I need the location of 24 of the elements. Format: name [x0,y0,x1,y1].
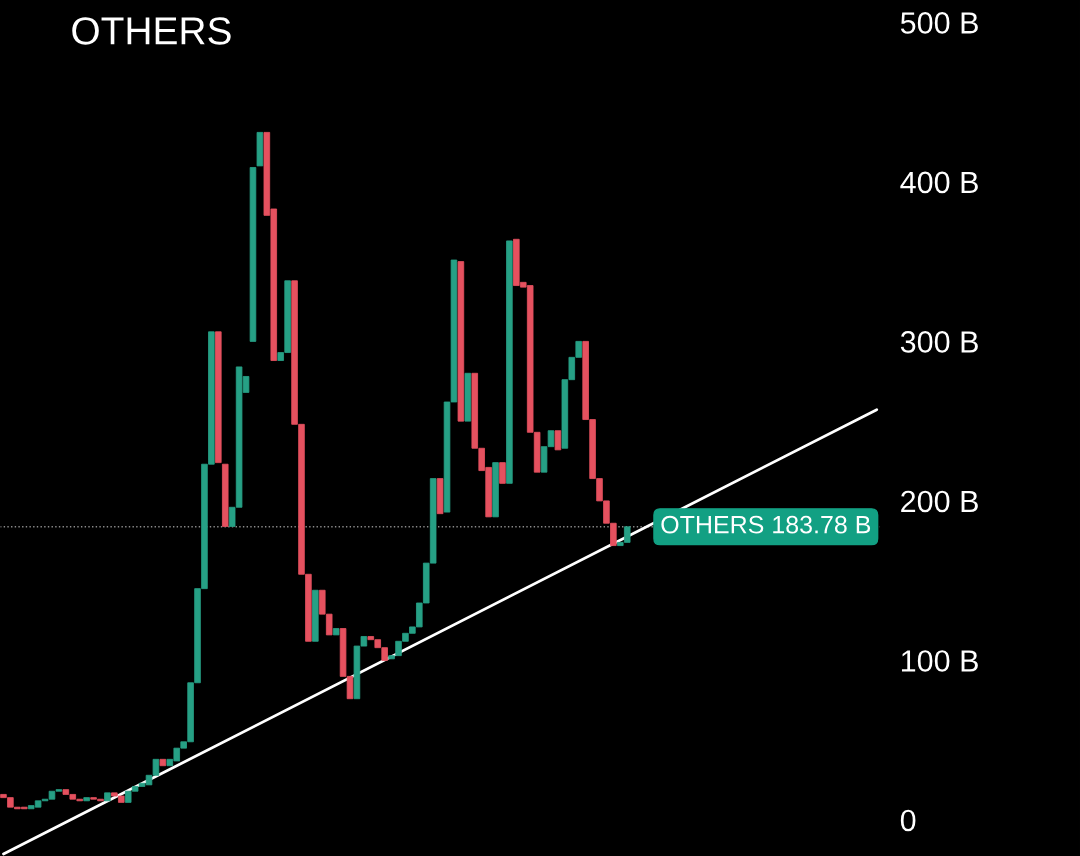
chart-title: OTHERS [72,17,231,45]
candlestick [554,430,562,451]
candlestick [464,372,472,422]
candlestick [312,589,319,642]
candlestick [436,478,444,515]
candlestick [499,462,506,484]
candlestick [83,797,90,802]
candlestick [492,462,499,518]
candlestick [159,758,167,767]
candlestick [457,261,465,422]
candlestick [506,240,513,484]
candlestick [256,131,264,167]
candlestick [104,792,111,802]
candlestick [215,331,222,464]
y-tick-label: 400 B [900,171,978,194]
y-tick-label: 200 B [901,490,978,513]
candlestick [221,463,229,527]
y-tick-label: 100 B [901,650,978,672]
y-tick-label: 300 B [900,331,978,353]
y-tick-label: 0 [900,809,916,832]
candlestick [332,628,340,636]
ref-line-label: OTHERS 183.78 B [661,515,871,534]
candlestick [249,167,257,342]
y-tick-label: 500 B [900,12,978,34]
